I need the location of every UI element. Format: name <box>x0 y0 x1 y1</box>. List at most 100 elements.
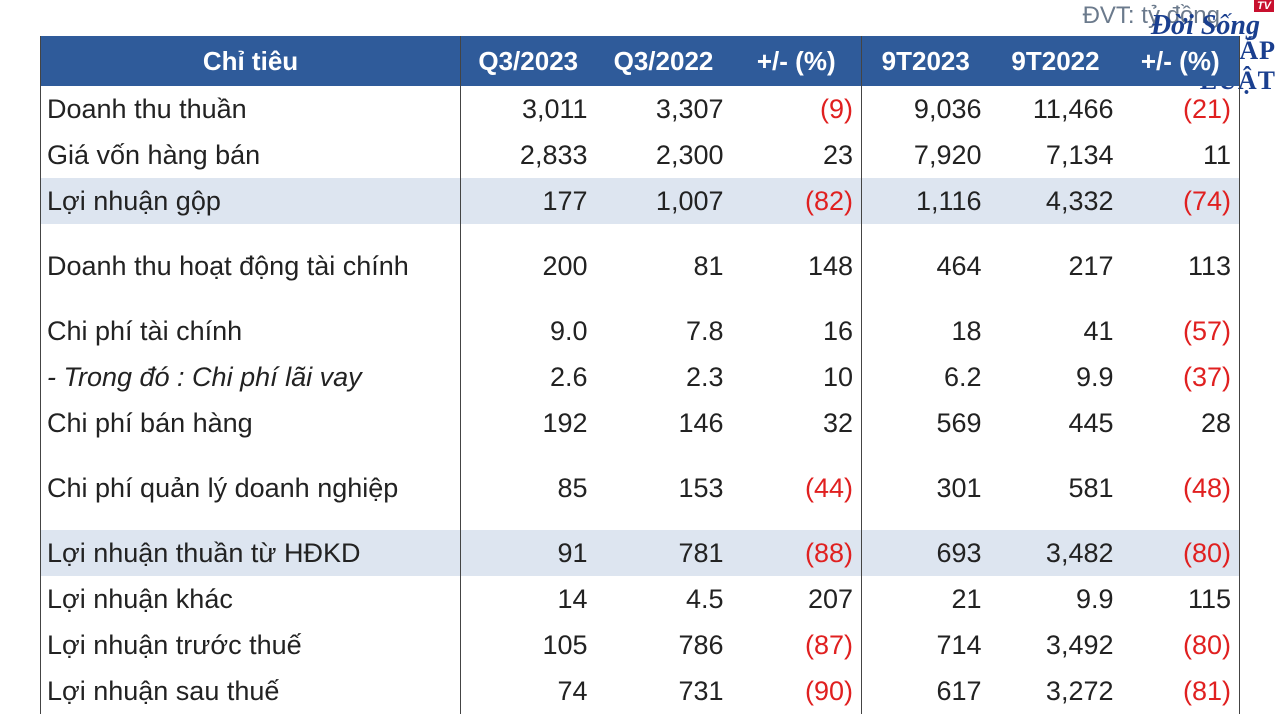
table-row: Giá vốn hàng bán 2,833 2,300 23 7,920 7,134 11 <box>40 132 1240 178</box>
value-cell: 2.3 <box>685 361 724 392</box>
value-cell: (44) <box>731 446 862 530</box>
value-cell: 217 <box>1068 250 1114 281</box>
header-cell: Chỉ tiêu <box>40 36 461 86</box>
value-cell: 9,036 <box>913 93 982 124</box>
value-cell: 569 <box>936 407 982 438</box>
value-cell: 2.6 <box>549 361 588 392</box>
value-cell: 18 <box>951 315 982 346</box>
table-row: Doanh thu thuần 3,011 3,307 (9) 9,036 11,466 (… <box>40 86 1240 132</box>
row-label: Lợi nhuận gộp <box>40 178 461 224</box>
table-row: Lợi nhuận thuần từ HĐKD 91 781 (88) 693 3,482… <box>40 530 1240 576</box>
value-cell: (88) <box>731 530 862 576</box>
header-cell: Q3/2023 <box>460 36 596 86</box>
table-row: Lợi nhuận trước thuế 105 786 (87) 714 3,492 (8… <box>40 622 1240 668</box>
value-cell: 3,482 <box>989 530 1122 576</box>
value-cell: 464 <box>936 250 982 281</box>
value-cell: 10 <box>731 354 862 400</box>
value-cell: 3,492 <box>1045 629 1114 660</box>
value-cell: 1,116 <box>861 178 990 224</box>
value-cell: 11 <box>1202 139 1231 170</box>
value-cell: 4.5 <box>685 583 724 614</box>
value-cell: (80) <box>1121 530 1240 576</box>
logo-badge: TV <box>1253 0 1274 12</box>
row-label: Chi phí quản lý doanh nghiệp <box>40 446 461 530</box>
header-cell: +/- (%) <box>1121 36 1240 86</box>
table-row: Chi phí quản lý doanh nghiệp 85 153 (44) 301… <box>40 446 1240 530</box>
row-label: Doanh thu thuần <box>40 86 461 132</box>
unit-note: ĐVT: tỷ đồng <box>1082 2 1220 29</box>
header-cell: 9T2023 <box>861 36 990 86</box>
value-cell: 11,466 <box>1032 93 1114 124</box>
value-cell: 16 <box>731 308 862 354</box>
header-cell: Q3/2022 <box>595 36 732 86</box>
row-label: Chi phí tài chính <box>40 308 461 354</box>
header-row: Chỉ tiêu Q3/2023 Q3/2022 +/- (%) 9T2023 9T202… <box>40 36 1240 86</box>
value-cell: 85 <box>557 472 588 503</box>
value-cell: 207 <box>731 576 862 622</box>
value-cell: 781 <box>595 530 732 576</box>
value-cell: 74 <box>557 675 588 706</box>
value-cell: (57) <box>1182 315 1231 346</box>
value-cell: 146 <box>678 407 724 438</box>
table-row: - Trong đó : Chi phí lãi vay 2.6 2.3 10 6.2 9… <box>40 354 1240 400</box>
value-cell: 148 <box>731 224 862 308</box>
value-cell: (74) <box>1121 178 1240 224</box>
value-cell: 301 <box>936 472 982 503</box>
table-row: Lợi nhuận sau thuế 74 731 (90) 617 3,272 (81) <box>40 668 1240 714</box>
value-cell: (90) <box>731 668 862 714</box>
value-cell: 445 <box>1068 407 1114 438</box>
row-label: Lợi nhuận thuần từ HĐKD <box>40 530 461 576</box>
table-row: Doanh thu hoạt động tài chính 200 81 148 464… <box>40 224 1240 308</box>
value-cell: 9.0 <box>549 315 588 346</box>
value-cell: 91 <box>460 530 596 576</box>
value-cell: (87) <box>731 622 862 668</box>
results-table: Chỉ tiêu Q3/2023 Q3/2022 +/- (%) 9T2023 9T202… <box>40 36 1240 714</box>
value-cell: (37) <box>1182 361 1231 392</box>
value-cell: 581 <box>1068 472 1114 503</box>
value-cell: 617 <box>936 675 982 706</box>
value-cell: 2,300 <box>655 139 724 170</box>
value-cell: (81) <box>1182 675 1231 706</box>
row-label: Doanh thu hoạt động tài chính <box>40 224 461 308</box>
row-label: Giá vốn hàng bán <box>40 132 461 178</box>
value-cell: 786 <box>678 629 724 660</box>
value-cell: 4,332 <box>989 178 1122 224</box>
value-cell: 153 <box>678 472 724 503</box>
value-cell: 3,011 <box>521 93 588 124</box>
value-cell: 115 <box>1187 583 1231 614</box>
row-label: Lợi nhuận sau thuế <box>40 668 461 714</box>
row-label: - Trong đó : Chi phí lãi vay <box>40 354 461 400</box>
value-cell: 9.9 <box>1075 361 1114 392</box>
table-row: Lợi nhuận khác 14 4.5 207 21 9.9 115 <box>40 576 1240 622</box>
value-cell: 14 <box>557 583 588 614</box>
header-cell: 9T2022 <box>989 36 1122 86</box>
value-cell: 6.2 <box>943 361 982 392</box>
value-cell: 3,307 <box>655 93 724 124</box>
value-cell: 7.8 <box>685 315 724 346</box>
value-cell: 731 <box>678 675 724 706</box>
header-cell: +/- (%) <box>731 36 862 86</box>
value-cell: (80) <box>1182 629 1231 660</box>
value-cell: 23 <box>731 132 862 178</box>
value-cell: 192 <box>542 407 588 438</box>
value-cell: (48) <box>1182 472 1231 503</box>
value-cell: 2,833 <box>519 139 588 170</box>
value-cell: 113 <box>1187 250 1231 281</box>
value-cell: 21 <box>951 583 982 614</box>
value-cell: (82) <box>731 178 862 224</box>
value-cell: 693 <box>861 530 990 576</box>
row-label: Lợi nhuận khác <box>40 576 461 622</box>
row-label: Chi phí bán hàng <box>40 400 461 446</box>
value-cell: 28 <box>1200 407 1231 438</box>
value-cell: 177 <box>460 178 596 224</box>
logo-text: Đời Sống <box>1150 10 1260 41</box>
value-cell: 200 <box>542 250 588 281</box>
value-cell: 9.9 <box>1075 583 1114 614</box>
row-label: Lợi nhuận trước thuế <box>40 622 461 668</box>
value-cell: 41 <box>1083 315 1114 346</box>
value-cell: 105 <box>542 629 588 660</box>
value-cell: 3,272 <box>1045 675 1114 706</box>
value-cell: 714 <box>936 629 982 660</box>
table-row: Chi phí bán hàng 192 146 32 569 445 28 <box>40 400 1240 446</box>
